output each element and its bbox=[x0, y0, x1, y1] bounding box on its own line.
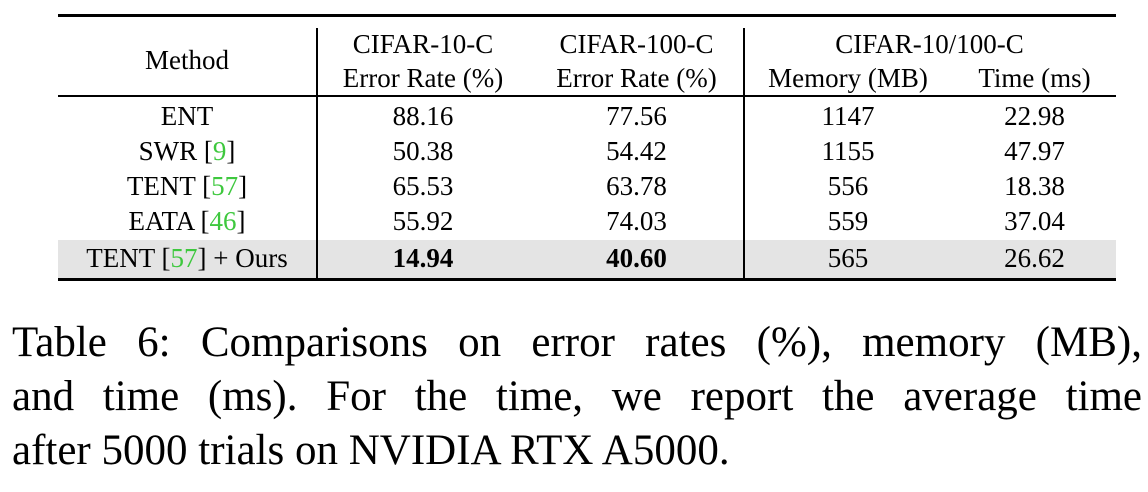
cell-c10: 65.53 bbox=[392, 171, 454, 201]
header-time: Time (ms) bbox=[978, 63, 1091, 93]
cell-time: 26.62 bbox=[1004, 243, 1065, 273]
cell-c100: 77.56 bbox=[606, 101, 667, 131]
cell-memory: 1147 bbox=[821, 101, 875, 131]
header-memory: Memory (MB) bbox=[768, 63, 928, 93]
top-rule bbox=[58, 14, 1116, 17]
cell-memory: 556 bbox=[827, 171, 869, 201]
cell-time: 18.38 bbox=[1004, 171, 1065, 201]
cell-c100: 63.78 bbox=[606, 171, 667, 201]
header-cifar10-sub: Error Rate (%) bbox=[342, 63, 504, 93]
caption-line: Table 6: Comparisons on error rates (%),… bbox=[12, 319, 1142, 366]
header-rule bbox=[58, 95, 1116, 97]
header-cifar100-sub: Error Rate (%) bbox=[556, 63, 717, 93]
cell-memory: 559 bbox=[827, 206, 869, 236]
cell-c100: 74.03 bbox=[606, 206, 667, 236]
header-method: Method bbox=[145, 45, 229, 75]
cell-c100: 40.60 bbox=[606, 243, 667, 273]
cell-c10: 14.94 bbox=[392, 243, 454, 273]
row-method: TENT [57] + Ours bbox=[86, 243, 288, 273]
results-table: Method CIFAR-10-C Error Rate (%) CIFAR-1… bbox=[58, 14, 1116, 282]
table-caption: Table 6: Comparisons on error rates (%),… bbox=[12, 316, 1142, 478]
row-method: EATA [46] bbox=[128, 206, 246, 236]
header-cifar100: CIFAR-100-C bbox=[559, 29, 714, 59]
bottom-rule bbox=[58, 278, 1116, 281]
column-divider bbox=[743, 28, 745, 278]
row-method: ENT bbox=[160, 101, 214, 131]
header-cifar10-100: CIFAR-10/100-C bbox=[835, 29, 1024, 59]
caption-line: after 5000 trials on NVIDIA RTX A5000. bbox=[12, 427, 730, 474]
cell-memory: 1155 bbox=[821, 136, 875, 166]
row-method: SWR [9] bbox=[138, 136, 236, 166]
row-method: TENT [57] bbox=[126, 171, 248, 201]
cell-time: 37.04 bbox=[1004, 206, 1065, 236]
cell-c10: 88.16 bbox=[392, 101, 454, 131]
column-divider bbox=[316, 28, 318, 278]
cell-c100: 54.42 bbox=[606, 136, 667, 166]
cell-time: 22.98 bbox=[1004, 101, 1065, 131]
cell-memory: 565 bbox=[827, 243, 869, 273]
caption-line: and time (ms). For the time, we report t… bbox=[12, 373, 1142, 420]
header-cifar10: CIFAR-10-C bbox=[352, 29, 494, 59]
cell-time: 47.97 bbox=[1004, 136, 1065, 166]
highlight-row-background bbox=[58, 240, 1116, 278]
cell-c10: 55.92 bbox=[392, 206, 454, 236]
cell-c10: 50.38 bbox=[392, 136, 454, 166]
